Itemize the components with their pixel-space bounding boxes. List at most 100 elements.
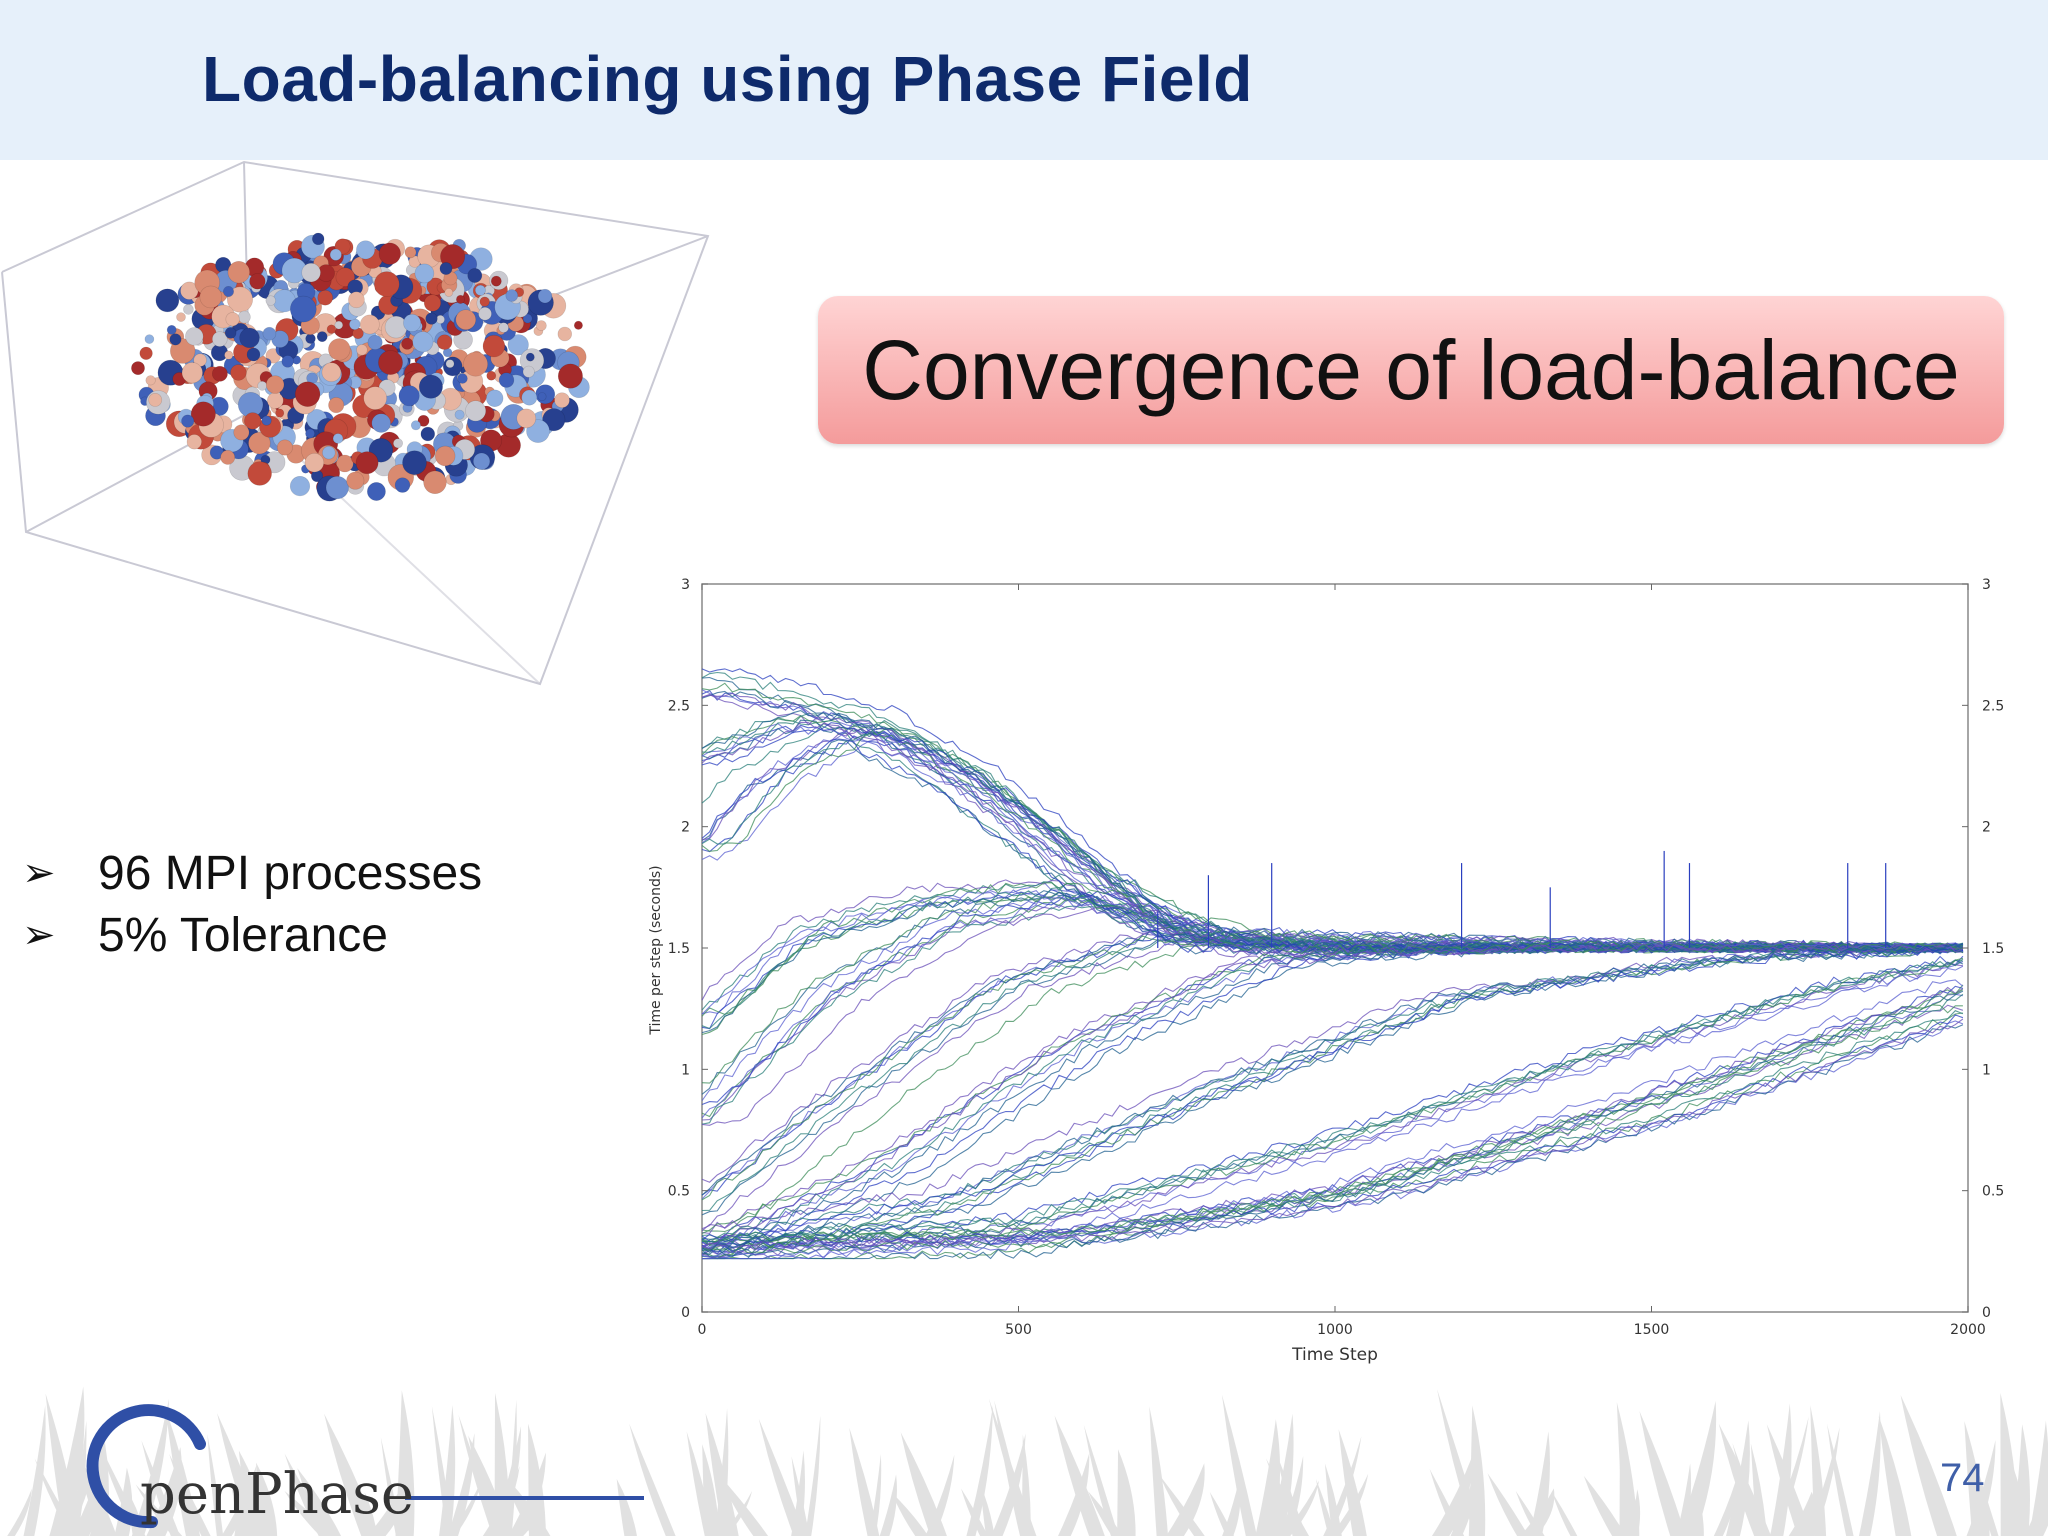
sphere-grain <box>131 361 145 375</box>
foliage-leaf <box>1315 1479 1336 1536</box>
foliage-leaf <box>146 1447 182 1536</box>
sphere-grain <box>322 446 336 460</box>
foliage-leaf <box>505 1399 517 1536</box>
sphere-grain <box>325 476 349 500</box>
sphere-grain <box>212 331 228 347</box>
sphere-grain <box>265 295 276 306</box>
sphere-grain <box>185 327 204 346</box>
sphere-grain <box>457 373 468 384</box>
sphere-grain <box>328 397 345 414</box>
foliage-leaf <box>380 1437 403 1536</box>
arrow-bullet-icon: ➢ <box>22 913 56 957</box>
sphere-grain <box>144 334 155 344</box>
sphere-grain <box>289 295 317 323</box>
sphere-grain <box>317 289 334 306</box>
sphere-grain <box>367 334 383 350</box>
foliage-leaf <box>1878 1416 1912 1536</box>
sphere-grain <box>186 434 202 450</box>
openphase-logo <box>86 1404 644 1529</box>
sphere-grain <box>294 381 321 407</box>
sphere-grain <box>418 374 443 399</box>
sphere-grain <box>557 363 583 389</box>
series-line <box>701 957 1964 1252</box>
series-line <box>701 942 1964 1248</box>
series-line <box>702 958 1964 1243</box>
y-tick-label-right: 2.5 <box>1982 698 2004 714</box>
sphere-grain <box>505 289 519 302</box>
series-line <box>701 1018 1964 1251</box>
foliage-leaf <box>629 1423 676 1536</box>
sphere-grain <box>498 372 515 388</box>
sphere-grain <box>239 327 260 349</box>
sphere-grain <box>473 452 491 470</box>
bullet-text: 5% Tolerance <box>98 908 388 962</box>
sphere-grain <box>211 365 228 382</box>
sphere-grain <box>535 320 547 331</box>
sphere-grain <box>414 263 435 284</box>
sphere-grain <box>312 232 325 246</box>
foliage-leaf <box>879 1474 897 1536</box>
foliage-leaf <box>141 1440 181 1536</box>
series-line <box>701 979 1964 1260</box>
sphere-grain <box>262 326 277 341</box>
foliage-leaf <box>1966 1439 1996 1536</box>
sphere-grain <box>522 365 535 378</box>
sphere-grain <box>276 439 293 456</box>
sphere-grain <box>328 338 351 361</box>
x-tick-label: 0 <box>698 1322 707 1338</box>
sphere-grain <box>445 359 455 369</box>
sphere-grain <box>478 306 492 321</box>
sphere-grain <box>257 380 268 391</box>
sphere-grain <box>265 375 285 394</box>
sphere-grain <box>403 313 422 332</box>
slide-title: Load-balancing using Phase Field <box>202 43 1253 115</box>
arrow-bullet-icon: ➢ <box>22 851 56 895</box>
sphere-grain <box>247 461 272 486</box>
sphere-grain <box>145 375 156 386</box>
y-tick-label-right: 2 <box>1982 820 1991 836</box>
foliage-leaf <box>7 1488 32 1536</box>
sphere-grain <box>482 334 506 358</box>
foliage-leaf <box>238 1450 270 1536</box>
bullet-text: 96 MPI processes <box>98 846 483 900</box>
sphere-grain <box>423 470 447 494</box>
sphere-grain <box>359 314 380 335</box>
sphere-grain <box>266 392 284 409</box>
sphere-grain <box>410 420 421 431</box>
foliage-leaf <box>458 1414 502 1536</box>
foliage-leaf <box>2000 1433 2031 1536</box>
sphere-grain <box>557 326 572 342</box>
foliage-leaf <box>758 1418 806 1536</box>
sphere-grain <box>166 324 177 335</box>
sphere-grain <box>230 364 247 381</box>
foliage-leaf <box>994 1400 1030 1536</box>
bullet-item: ➢ 96 MPI processes <box>22 842 482 904</box>
sphere-grain <box>465 400 487 422</box>
sphere-grain <box>346 471 365 490</box>
y-tick-label-left: 0.5 <box>668 1184 690 1200</box>
foliage-leaf <box>1718 1423 1772 1536</box>
sphere-grain <box>439 262 453 275</box>
foliage-leaf <box>221 1465 257 1536</box>
sphere-grain <box>305 333 316 344</box>
foliage-leaf <box>131 1398 170 1536</box>
sphere-grain <box>244 412 262 430</box>
sphere-cluster <box>131 232 590 502</box>
foliage-leaf <box>1338 1429 1367 1536</box>
x-axis-label: Time Step <box>1291 1345 1378 1365</box>
sphere-grain <box>335 454 354 473</box>
foliage-leaf <box>1487 1473 1529 1536</box>
series-line <box>701 1004 1963 1246</box>
sphere-grain <box>223 286 235 298</box>
foliage-leaf <box>1713 1465 1741 1536</box>
sphere-grain <box>261 415 272 426</box>
foliage-leaf <box>869 1453 882 1536</box>
foliage-leaf <box>1583 1475 1626 1536</box>
foliage-leaf <box>503 1474 551 1536</box>
foliage-leaf <box>1966 1434 1999 1536</box>
sphere-grain <box>169 333 182 346</box>
foliage-leaf <box>900 1432 947 1536</box>
sphere-grain <box>498 322 509 333</box>
